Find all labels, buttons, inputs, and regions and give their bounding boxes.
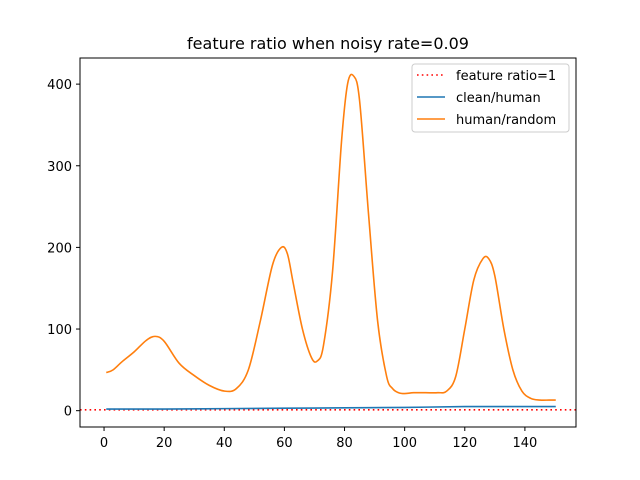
x-tick-label: 140 (512, 436, 537, 451)
x-tick-label: 100 (392, 436, 417, 451)
y-tick-label: 300 (47, 160, 72, 175)
legend-box (411, 63, 570, 133)
y-tick-label: 400 (47, 78, 72, 93)
x-tick-label: 40 (216, 436, 233, 451)
plot-area (80, 73, 576, 411)
legend: feature ratio=1 clean/human human/random (411, 63, 570, 133)
series-line-clean-human (106, 405, 556, 410)
x-tick-label: 20 (156, 436, 173, 451)
x-tick-label: 80 (336, 436, 353, 451)
y-tick-label: 100 (47, 323, 72, 338)
chart-title: feature ratio when noisy rate=0.09 (187, 34, 469, 53)
axes-frame (79, 57, 577, 428)
plot-lines (80, 73, 576, 411)
x-tick-label: 120 (452, 436, 477, 451)
legend-label: clean/human (456, 91, 541, 106)
x-tick-label: 0 (100, 436, 108, 451)
legend-label: feature ratio=1 (456, 69, 556, 84)
y-tick-label: 200 (47, 241, 72, 256)
y-tick-label: 0 (64, 405, 72, 420)
axes: 0 20 40 60 80 100 120 140 0 100 200 300 400 (47, 57, 577, 451)
series-line-human-random (106, 73, 556, 401)
legend-label: human/random (456, 113, 556, 128)
x-tick-label: 60 (276, 436, 293, 451)
